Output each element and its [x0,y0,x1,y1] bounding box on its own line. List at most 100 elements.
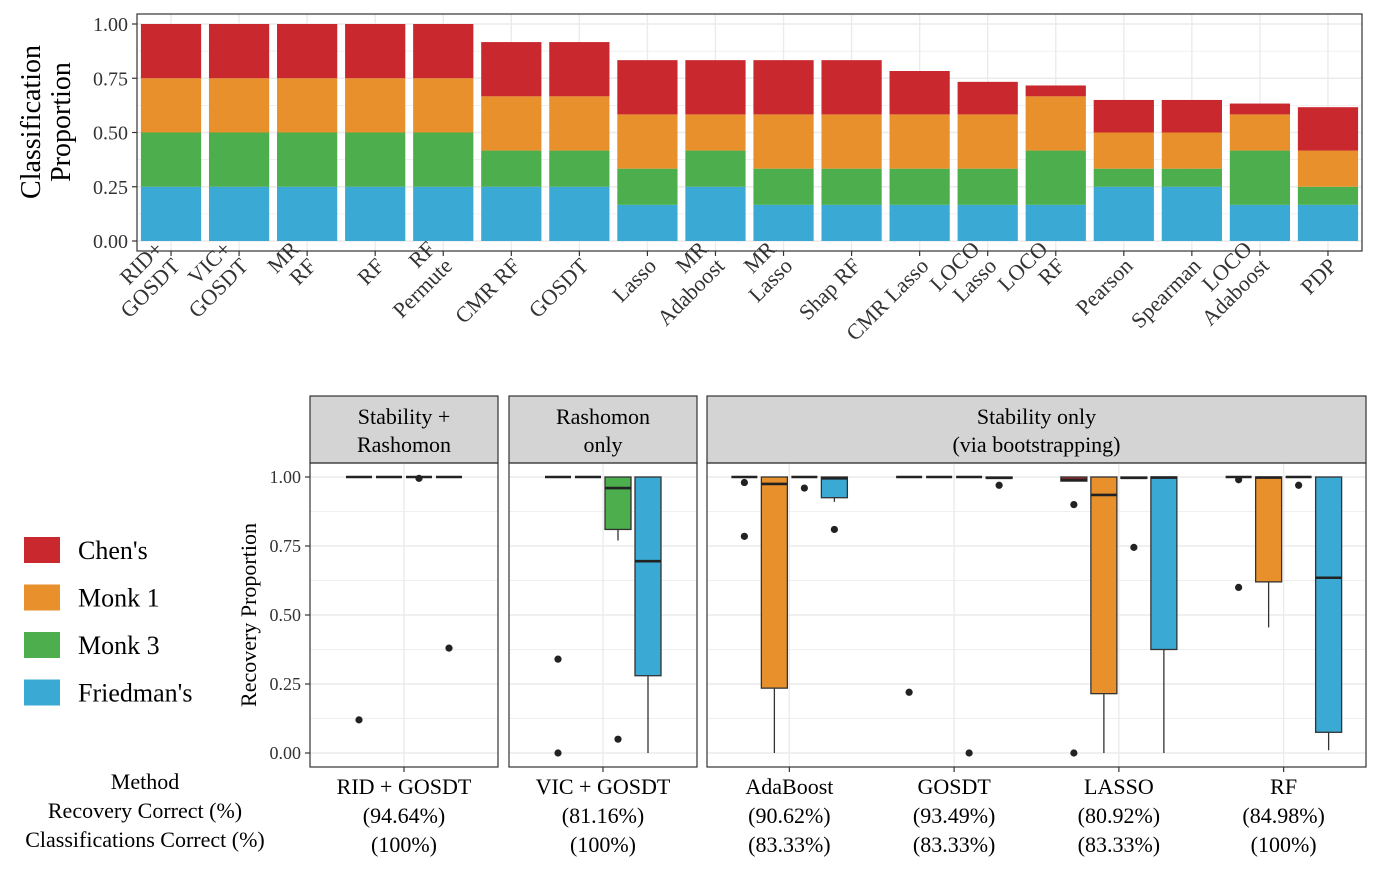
facet-panel: Stability + Rashomon [309,395,499,768]
x-group-classification: (100%) [1251,832,1317,857]
bar-segment-friedmans [140,186,202,241]
bar-segment-chens [277,24,338,79]
box-friedmans [1314,476,1343,751]
outlier-point [554,749,562,757]
x-group-classification: (100%) [570,832,636,857]
facet-strip [309,395,499,464]
box-body [1150,476,1178,651]
box-chens [1225,475,1252,592]
outlier-point [800,484,808,492]
axis-title-y: Recovery Proportion [236,523,261,707]
bar-segment-friedmans [1297,204,1359,241]
bar-segment-monk1 [753,114,814,169]
box-monk3 [791,475,818,492]
tick-label-y: 0.50 [93,123,128,145]
bar-segment-monk3 [753,168,814,205]
bar-segment-friedmans [1025,204,1086,241]
bar-segment-monk3 [957,168,1018,205]
bar-segment-friedmans [617,204,678,241]
bar-segment-friedmans [821,204,882,241]
box-body [1090,476,1118,695]
bar-segment-monk3 [549,150,610,187]
box-body [1314,476,1343,733]
bar-segment-monk3 [821,168,882,205]
bar-segment-monk1 [208,78,270,133]
outlier-point [1235,583,1243,592]
x-group-recovery: (81.16%) [562,803,644,828]
x-group-recovery: (93.49%) [913,803,995,828]
x-group-recovery: (94.64%) [363,803,445,828]
box-chens [1060,476,1088,757]
tick-label-x: CMR RF [450,253,525,328]
x-group-label: RF (84.98%) (100%) [1242,774,1324,857]
bar-segment-friedmans [753,204,814,241]
box-monk1 [1254,476,1283,628]
facet-strip-label: Stability + Rashomon [357,404,451,457]
tick-label-y: 0.25 [93,177,128,199]
outlier-point [740,478,748,487]
tick-label-x: MRLasso [726,236,797,307]
tick-label-y: 0.00 [270,743,302,763]
tick-label-x: VIC+GOSDT [166,236,253,323]
bar-segment-chens [1093,99,1154,133]
bar-segment-monk1 [549,96,610,151]
bar-segment-friedmans [208,186,270,241]
bar-segment-monk3 [1161,168,1222,187]
outlier-point [415,474,423,482]
x-group-method: RID + GOSDT [337,774,472,799]
bar-segment-chens [821,60,882,115]
outlier-point [355,716,363,724]
bar-segment-chens [1025,85,1086,97]
tick-label-x: MRRF [262,236,321,295]
facet-panel: Rashomon only [508,395,698,768]
outlier-point [995,481,1003,489]
x-group-label: GOSDT (93.49%) (83.33%) [913,774,995,857]
bar-segment-friedmans [1229,204,1291,241]
bar-segment-monk3 [208,132,270,187]
facet-strip-label: Stability only (via bootstrapping) [952,404,1120,457]
tick-label-x: Spearman [1126,253,1206,333]
box-monk1 [1090,476,1118,753]
x-group-method: VIC + GOSDT [536,774,671,799]
box-chens [731,475,758,540]
facet-panel: Stability only (via bootstrapping) [706,395,1367,768]
box-body [604,476,632,531]
bar-segment-chens [208,24,270,79]
x-group-classification: (83.33%) [1078,832,1160,857]
bar-segment-chens [1229,103,1291,115]
box-monk3 [956,475,983,757]
axis-title-line: Proportion [46,62,77,182]
facet-strip-line: Stability only [977,404,1096,429]
outlier-point [740,532,748,540]
bar-segment-monk3 [1229,150,1291,205]
box-friedmans [985,476,1013,489]
legend: Chen's Monk 1 Monk 3 Friedman's [24,536,192,708]
bar-segment-chens [345,24,406,79]
x-group-label: VIC + GOSDT (81.16%) (100%) [536,774,671,857]
x-group-classification: (100%) [371,832,437,857]
bar-segment-monk1 [1161,132,1222,169]
x-group-method: GOSDT [917,774,991,799]
tick-label-line: CMR RF [450,253,525,328]
bar-segment-friedmans [481,186,542,241]
bar-segment-monk3 [1297,186,1359,205]
bar-segment-monk1 [889,114,950,169]
bar-segment-chens [753,60,814,115]
tick-label-x: LOCOLasso [924,236,1001,313]
tick-label-x: Lasso [607,253,661,307]
bar-segment-friedmans [1093,186,1154,241]
bar-segment-monk3 [1025,150,1086,205]
bar-segment-monk3 [617,168,678,205]
bar-segment-chens [481,42,542,97]
bar-segment-monk1 [1229,114,1291,151]
outlier-point [830,525,838,534]
tick-label-y: 0.25 [270,674,302,694]
outlier-point [1295,481,1303,489]
bar-segment-chens [685,60,746,115]
tick-label-x: RFPermute [371,236,457,322]
facet-strip-line: Rashomon [357,432,451,457]
bar-segment-friedmans [1161,186,1222,241]
bar-segment-monk3 [413,132,474,187]
box-chens [545,475,571,757]
tick-label-y: 0.75 [270,536,302,556]
